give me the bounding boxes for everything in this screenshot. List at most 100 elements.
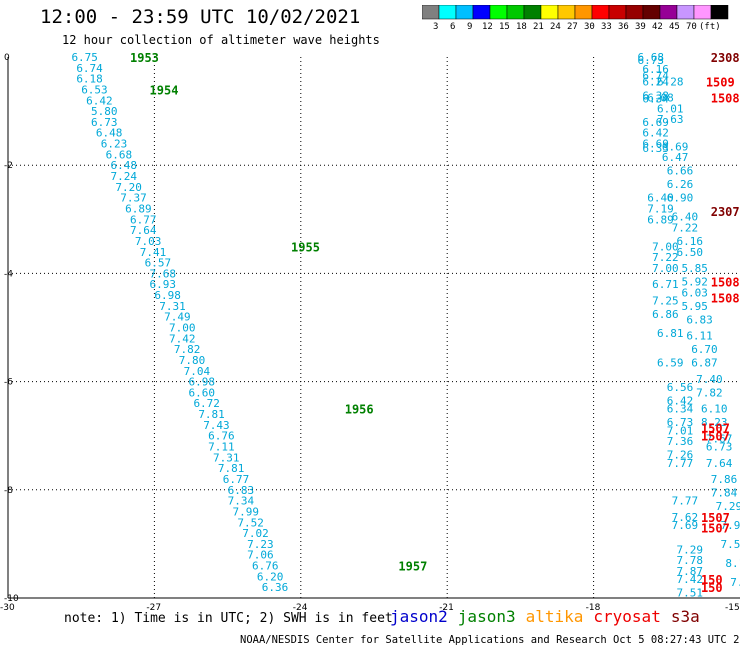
wave-height-value: 6.57 (145, 257, 172, 270)
wave-height-value: 6.73 (638, 54, 665, 67)
wave-height-value: 6.56 (667, 381, 694, 394)
y-tick-label: -6 (4, 378, 13, 388)
wave-height-value: 6.33 (642, 142, 669, 155)
time-label: 1955 (291, 240, 320, 254)
time-label: 1507 (701, 430, 730, 444)
time-label: 1507 (701, 422, 730, 436)
satellite-legend-item: jason2 (390, 607, 448, 626)
y-tick-label: -10 (4, 594, 19, 604)
wave-height-value: 6.20 (257, 570, 284, 583)
wave-height-value: 7.80 (179, 354, 206, 367)
wave-height-value: 6.71 (652, 278, 679, 291)
wave-height-value: 7.31 (159, 300, 186, 313)
note-text: note: 1) Time is in UTC; 2) SWH is in fe… (64, 611, 393, 626)
wave-height-value: 5.95 (681, 300, 708, 313)
wave-height-value: 7.31 (213, 451, 240, 464)
satellite-legend: jason2 jason3 altika cryosat s3a (390, 607, 710, 626)
time-label: 150 (701, 581, 723, 595)
colorbar-label: 6 (450, 22, 456, 32)
wave-height-value: 6.16 (642, 63, 669, 76)
wave-height-value: 7.67 (706, 432, 733, 445)
time-label: 1507 (701, 511, 730, 525)
colorbar-label: 18 (516, 22, 527, 32)
wave-height-value: 7.36 (667, 435, 694, 448)
wave-height-value: 6.48 (96, 127, 123, 140)
wave-height-value: 6.26 (667, 178, 694, 191)
wave-height-value: 6.60 (189, 386, 216, 399)
wave-height-value: 6.28 (657, 75, 684, 88)
wave-height-value: 6.83 (686, 313, 713, 326)
wave-height-value: 6.73 (667, 416, 694, 429)
wave-height-value: 7.03 (135, 235, 162, 248)
wave-height-value: 6.10 (701, 403, 728, 416)
wave-height-value: 7.82 (696, 386, 723, 399)
wave-height-colorbar (422, 5, 729, 20)
wave-height-value: 6.89 (647, 213, 674, 226)
colorbar-label: 42 (652, 22, 663, 32)
wave-height-value: 7.77 (667, 457, 694, 470)
wave-height-value: 7.81 (218, 462, 245, 475)
wave-height-value: 7.22 (652, 251, 679, 264)
wave-height-value: 6.38 (642, 89, 669, 102)
wave-height-value: 6.01 (657, 102, 684, 115)
wave-height-value: 7.20 (115, 181, 142, 194)
wave-height-value: 7.62 (672, 511, 699, 524)
time-label: 150 (701, 573, 723, 587)
colorbar-label: 3 (433, 22, 439, 32)
wave-height-value: 6.42 (642, 127, 669, 140)
wave-height-value: 6.69 (662, 140, 689, 153)
wave-height-value: 7.00 (652, 240, 679, 253)
wave-height-value: 6.73 (91, 116, 118, 129)
wave-height-value: 6.76 (208, 430, 235, 443)
colorbar-label: 24 (550, 22, 561, 32)
wave-height-value: 6.68 (106, 148, 133, 161)
wave-height-value: 6.42 (667, 395, 694, 408)
wave-height-value: 6.40 (672, 211, 699, 224)
colorbar-label: 12 (482, 22, 493, 32)
wave-height-value: 7.01 (667, 424, 694, 437)
satellite-legend-item: s3a (670, 607, 700, 626)
wave-height-value: 7.25 (652, 294, 679, 307)
wave-height-value: 7.19 (647, 202, 674, 215)
wave-height-value: 7.63 (657, 113, 684, 126)
wave-height-value: 6.98 (189, 376, 216, 389)
wave-height-value: 6.74 (76, 62, 103, 75)
colorbar-label: 45 (669, 22, 680, 32)
wave-height-value: 6.89 (125, 202, 151, 215)
wave-height-value: 7.69 (672, 519, 699, 532)
wave-height-value: 7.00 (169, 322, 196, 335)
wave-height-value: 5.92 (681, 276, 708, 289)
wave-height-value: 6.75 (71, 51, 98, 64)
y-tick-label: -8 (4, 486, 13, 496)
page-subtitle: 12 hour collection of altimeter wave hei… (62, 33, 380, 47)
wave-height-value: 6.93 (150, 278, 177, 291)
x-tick-label: -24 (293, 603, 308, 613)
wave-height-value: 6.40 (647, 192, 674, 205)
wave-height-value: 6.69 (642, 116, 669, 129)
wave-height-value: 6.81 (657, 327, 684, 340)
time-label: 1954 (150, 83, 179, 97)
satellite-legend-item: altika (525, 607, 584, 626)
wave-height-value: 7.06 (247, 549, 274, 562)
wave-height-value: 6.66 (667, 165, 694, 178)
wave-height-value: 6.48 (110, 159, 137, 172)
page-title: 12:00 - 23:59 UTC 10/02/2021 (40, 6, 361, 28)
wave-height-value: 6.86 (652, 308, 679, 321)
time-label: 1508 (711, 92, 740, 106)
colorbar-label: 21 (533, 22, 544, 32)
wave-height-value: 7.11 (208, 441, 235, 454)
wave-height-value: 7.52 (237, 516, 263, 529)
colorbar-label: 15 (499, 22, 510, 32)
colorbar-label: 30 (584, 22, 595, 32)
wave-height-value: 7.78 (677, 554, 704, 567)
wave-height-value: 7.00 (652, 262, 679, 275)
wave-height-value: 7.23 (247, 538, 274, 551)
wave-height-value: 7.49 (164, 311, 191, 324)
wave-height-value: 6.23 (101, 138, 128, 151)
y-tick-label: -4 (4, 269, 13, 279)
wave-height-value: 7.77 (672, 495, 699, 508)
wave-height-value: 6.11 (686, 330, 713, 343)
wave-height-value: 7.43 (203, 419, 230, 432)
wave-height-value: 6.90 (667, 192, 694, 205)
satellite-legend-item: jason3 (457, 607, 516, 626)
